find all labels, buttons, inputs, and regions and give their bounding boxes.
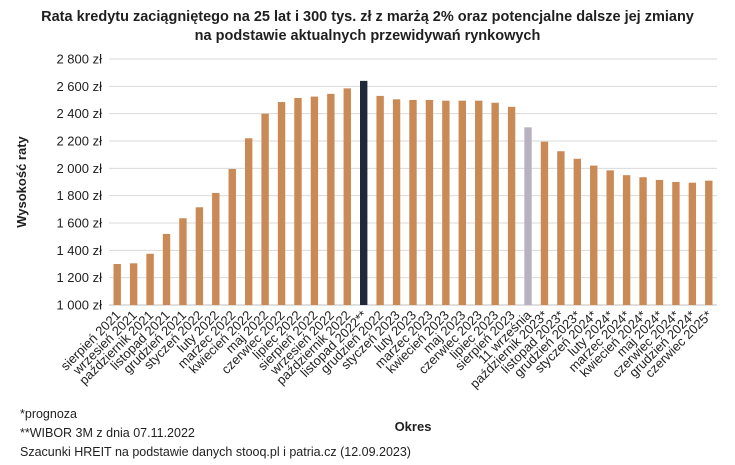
- bar-22: [458, 100, 466, 306]
- y-axis-label: Wysokość raty: [14, 135, 29, 227]
- bar-28: [557, 151, 565, 305]
- bar-5: [179, 218, 187, 305]
- footnote-wibor: **WIBOR 3M z dnia 07.11.2022: [20, 426, 195, 440]
- y-tick-label: 2 600 zł: [56, 79, 102, 94]
- source-note: Szacunki HREIT na podstawie danych stooq…: [20, 445, 411, 459]
- bar-27: [540, 141, 549, 305]
- bar-33: [639, 177, 647, 305]
- bar-26: [524, 127, 532, 305]
- bar-29: [573, 158, 582, 305]
- bar-25: [507, 106, 516, 305]
- bar-21: [442, 100, 450, 306]
- bar-35: [672, 182, 680, 305]
- y-tick-label: 1 400 zł: [56, 243, 102, 258]
- bar-4: [162, 233, 171, 305]
- bar-17: [376, 95, 384, 306]
- y-tick-label: 2 000 zł: [56, 161, 102, 176]
- bar-24: [491, 102, 499, 305]
- bar-11: [277, 102, 286, 305]
- bar-18: [392, 99, 401, 305]
- bar-3: [146, 253, 154, 305]
- bar-23: [475, 100, 483, 306]
- bar-9: [244, 138, 253, 305]
- bar-13: [310, 96, 319, 305]
- bar-15: [343, 88, 351, 305]
- y-tick-label: 2 400 zł: [56, 106, 102, 121]
- bar-34: [655, 179, 664, 305]
- x-axis-label: Okres: [395, 419, 432, 434]
- y-tick-label: 1 600 zł: [56, 216, 102, 231]
- bar-1: [113, 264, 121, 305]
- y-tick-label: 2 200 zł: [56, 134, 102, 149]
- y-tick-label: 1 000 zł: [56, 298, 102, 313]
- bar-19: [409, 100, 417, 305]
- bar-2: [129, 263, 138, 305]
- bar-6: [195, 207, 204, 305]
- bar-31: [606, 170, 614, 305]
- bar-10: [261, 113, 269, 305]
- bar-12: [294, 97, 302, 305]
- chart-title: Rata kredytu zaciągniętego na 25 lat i 3…: [0, 8, 735, 46]
- y-tick-label: 2 800 zł: [56, 52, 102, 67]
- bar-20: [425, 100, 434, 305]
- bars: [113, 80, 713, 306]
- chart-title-line-2: na podstawie aktualnych przewidywań rynk…: [194, 28, 541, 44]
- bar-7: [212, 192, 220, 305]
- bar-36: [688, 182, 697, 305]
- bar-37: [705, 180, 713, 305]
- chart-title-line-1: Rata kredytu zaciągniętego na 25 lat i 3…: [41, 9, 694, 25]
- bar-8: [228, 169, 236, 305]
- y-tick-label: 1 800 zł: [56, 188, 102, 203]
- bar-14: [327, 93, 335, 305]
- bar-32: [622, 175, 631, 305]
- y-axis-ticks: 1 000 zł 1 200 zł 1 400 zł 1 600 zł 1 800 zł…: [56, 52, 102, 313]
- bar-16: [360, 80, 368, 306]
- bar-30: [590, 165, 598, 305]
- y-tick-label: 1 200 zł: [56, 270, 102, 285]
- footnote-forecast: *prognoza: [20, 407, 77, 421]
